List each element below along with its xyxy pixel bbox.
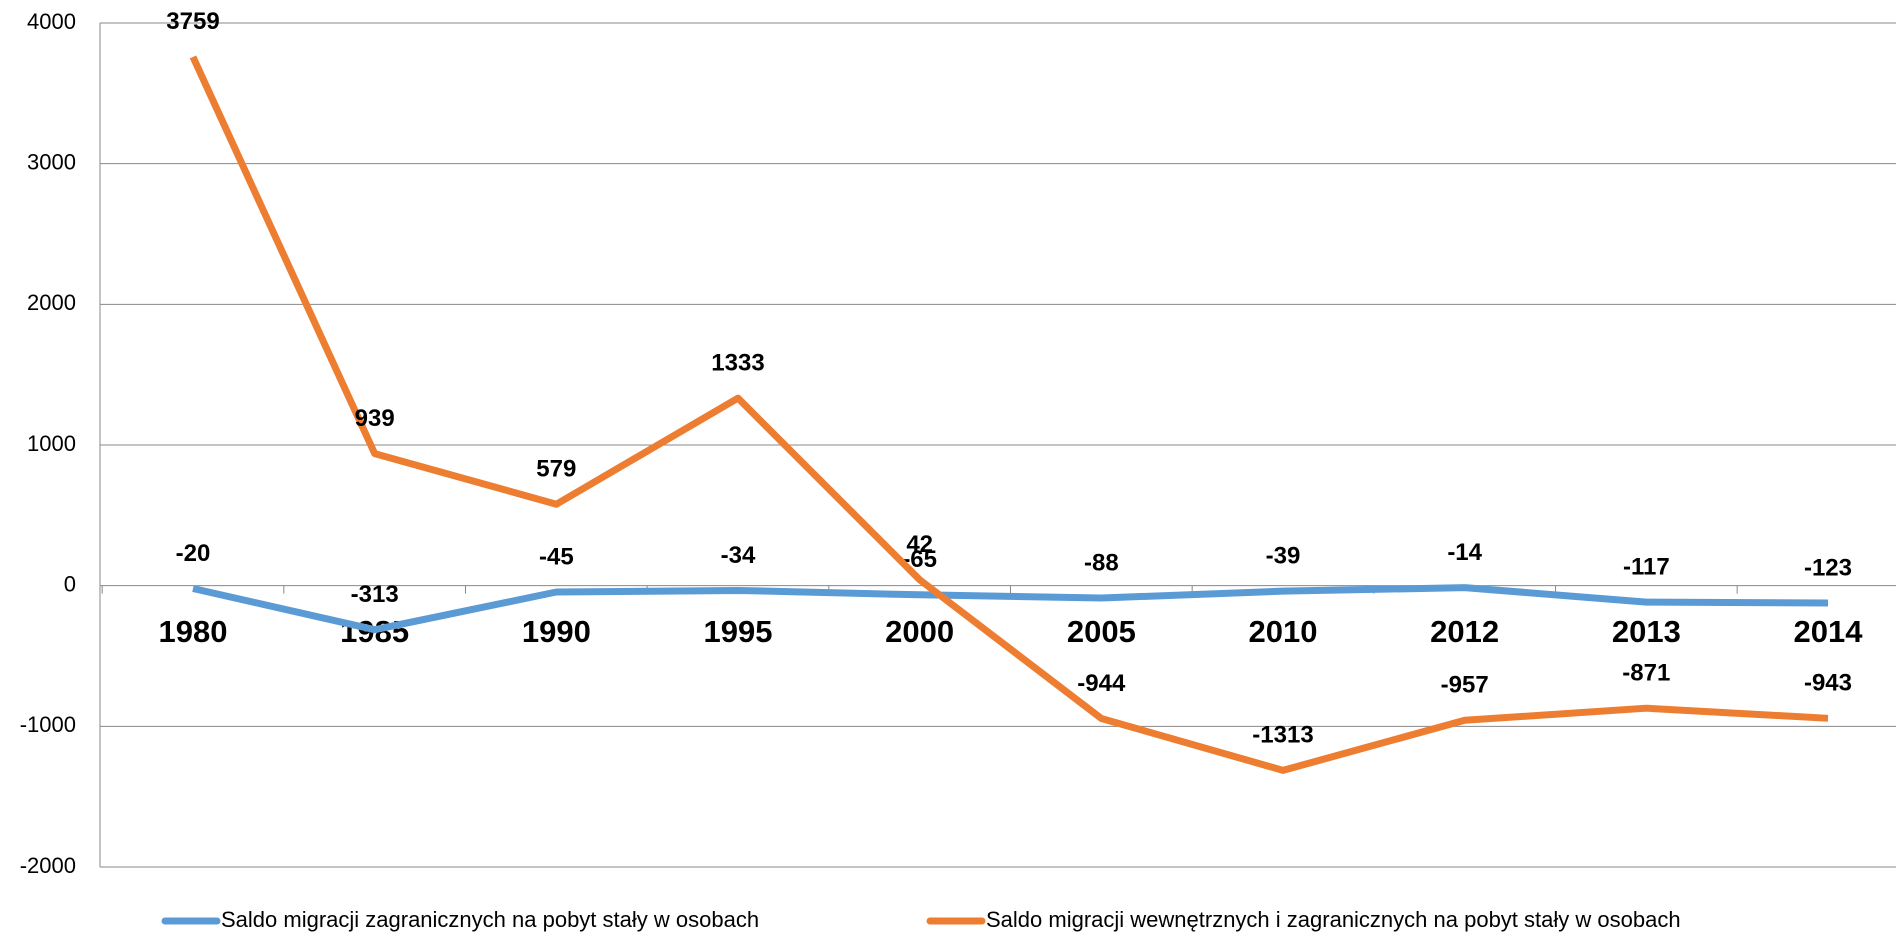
data-label: -88 xyxy=(1084,549,1119,576)
y-tick-label: -1000 xyxy=(20,712,76,737)
y-tick-label: -2000 xyxy=(20,853,76,878)
y-tick-label: 4000 xyxy=(27,9,76,34)
data-label: -123 xyxy=(1804,554,1852,581)
series-line xyxy=(189,55,1829,774)
data-label: 1333 xyxy=(711,350,764,377)
x-tick-label: 2010 xyxy=(1249,614,1318,649)
x-tick-label: 1995 xyxy=(704,614,773,649)
data-label: -45 xyxy=(539,543,574,570)
data-label: 579 xyxy=(536,456,576,483)
data-label: -871 xyxy=(1622,660,1670,687)
data-label: -20 xyxy=(176,540,211,567)
x-tick-label: 2012 xyxy=(1430,614,1499,649)
legend-label: Saldo migracji zagranicznych na pobyt st… xyxy=(221,907,759,932)
y-tick-label: 3000 xyxy=(27,149,76,174)
x-tick-label: 2000 xyxy=(885,614,954,649)
x-tick-label: 2013 xyxy=(1612,614,1681,649)
data-label: -34 xyxy=(721,542,756,569)
data-label: -957 xyxy=(1441,672,1489,699)
data-label: 939 xyxy=(355,405,395,432)
data-label: -117 xyxy=(1623,553,1670,580)
y-tick-label: 2000 xyxy=(27,290,76,315)
x-tick-label: 2014 xyxy=(1794,614,1864,649)
data-label: -39 xyxy=(1266,542,1301,569)
legend-label: Saldo migracji wewnętrznych i zagraniczn… xyxy=(986,907,1681,932)
data-label: 3759 xyxy=(166,8,219,35)
series-line xyxy=(192,584,1829,634)
x-tick-label: 1990 xyxy=(522,614,591,649)
data-label: 42 xyxy=(906,531,933,558)
data-label: -14 xyxy=(1447,539,1482,566)
x-tick-label: 2005 xyxy=(1067,614,1136,649)
y-tick-label: 0 xyxy=(64,571,76,596)
data-label: -313 xyxy=(351,581,399,608)
y-tick-label: 1000 xyxy=(27,431,76,456)
data-label: -943 xyxy=(1804,670,1852,697)
data-label: -1313 xyxy=(1252,722,1313,749)
x-tick-label: 1980 xyxy=(159,614,228,649)
data-label: -944 xyxy=(1077,670,1126,697)
